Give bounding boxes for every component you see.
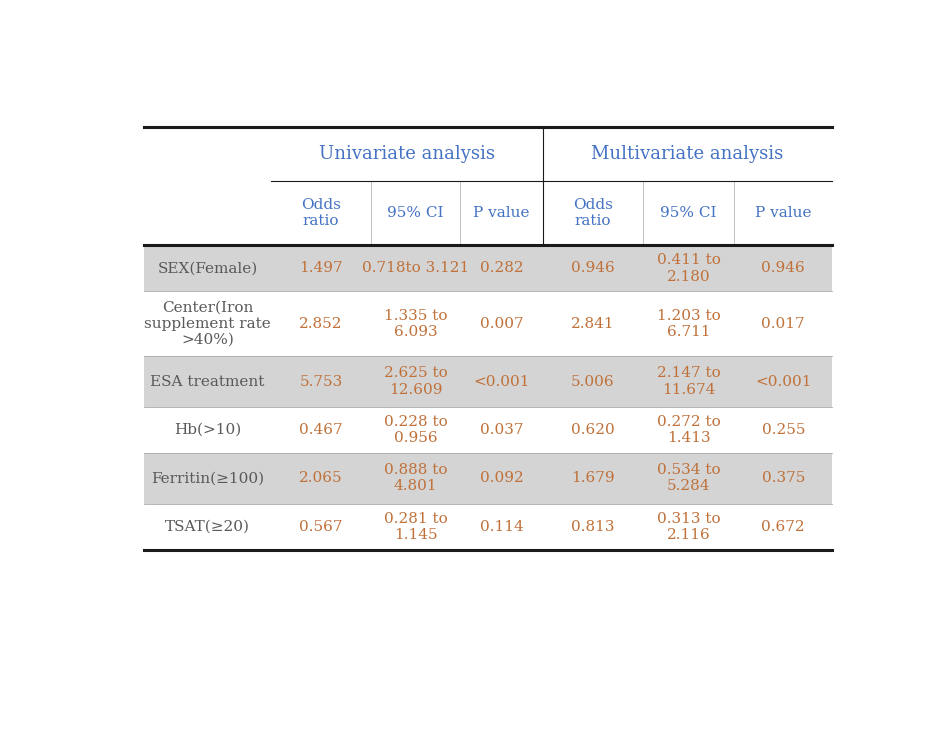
Bar: [143, 246, 832, 292]
Text: <0.001: <0.001: [473, 374, 530, 389]
Text: Ferritin(≥100): Ferritin(≥100): [151, 471, 263, 485]
Text: 0.282: 0.282: [480, 262, 523, 276]
Text: 0.534 to
5.284: 0.534 to 5.284: [656, 463, 719, 493]
Text: Center(Iron
supplement rate
>40%): Center(Iron supplement rate >40%): [143, 300, 271, 347]
Text: 0.114: 0.114: [480, 520, 523, 534]
Text: 0.375: 0.375: [761, 471, 804, 485]
Text: 0.037: 0.037: [480, 423, 523, 437]
Text: 95% CI: 95% CI: [660, 206, 716, 220]
Bar: [143, 453, 832, 504]
Text: Odds
ratio: Odds ratio: [572, 198, 613, 228]
Text: 0.272 to
1.413: 0.272 to 1.413: [656, 415, 719, 445]
Text: 0.092: 0.092: [480, 471, 523, 485]
Text: 0.467: 0.467: [299, 423, 343, 437]
Text: 5.006: 5.006: [570, 374, 615, 389]
Text: P value: P value: [754, 206, 811, 220]
Text: 0.017: 0.017: [761, 317, 804, 331]
Text: Multivariate analysis: Multivariate analysis: [591, 145, 783, 163]
Text: 0.411 to
2.180: 0.411 to 2.180: [656, 254, 720, 284]
Text: 0.313 to
2.116: 0.313 to 2.116: [656, 512, 719, 542]
Text: TSAT(≥20): TSAT(≥20): [165, 520, 249, 534]
Text: 0.813: 0.813: [570, 520, 614, 534]
Text: <0.001: <0.001: [754, 374, 811, 389]
Text: 2.852: 2.852: [299, 317, 343, 331]
Text: 1.679: 1.679: [570, 471, 615, 485]
Text: 95% CI: 95% CI: [387, 206, 444, 220]
Text: ESA treatment: ESA treatment: [150, 374, 264, 389]
Text: 0.620: 0.620: [570, 423, 615, 437]
Text: 2.065: 2.065: [299, 471, 343, 485]
Text: 0.567: 0.567: [299, 520, 343, 534]
Text: 1.335 to
6.093: 1.335 to 6.093: [383, 308, 447, 339]
Text: 2.841: 2.841: [570, 317, 615, 331]
Text: 2.625 to
12.609: 2.625 to 12.609: [383, 366, 447, 397]
Text: 0.946: 0.946: [570, 262, 615, 276]
Text: 0.718to 3.121: 0.718to 3.121: [362, 262, 469, 276]
Text: 1.203 to
6.711: 1.203 to 6.711: [656, 308, 719, 339]
Text: 0.255: 0.255: [761, 423, 804, 437]
Text: 0.281 to
1.145: 0.281 to 1.145: [383, 512, 447, 542]
Text: 1.497: 1.497: [299, 262, 343, 276]
Text: P value: P value: [473, 206, 530, 220]
Bar: [143, 356, 832, 407]
Text: 5.753: 5.753: [299, 374, 343, 389]
Text: 0.228 to
0.956: 0.228 to 0.956: [383, 415, 447, 445]
Text: 0.888 to
4.801: 0.888 to 4.801: [383, 463, 447, 493]
Text: Hb(>10): Hb(>10): [174, 423, 241, 437]
Text: Univariate analysis: Univariate analysis: [319, 145, 495, 163]
Text: 0.007: 0.007: [480, 317, 523, 331]
Text: 0.672: 0.672: [761, 520, 804, 534]
Text: Odds
ratio: Odds ratio: [301, 198, 341, 228]
Text: SEX(Female): SEX(Female): [157, 262, 258, 276]
Text: 2.147 to
11.674: 2.147 to 11.674: [656, 366, 719, 397]
Text: 0.946: 0.946: [761, 262, 804, 276]
